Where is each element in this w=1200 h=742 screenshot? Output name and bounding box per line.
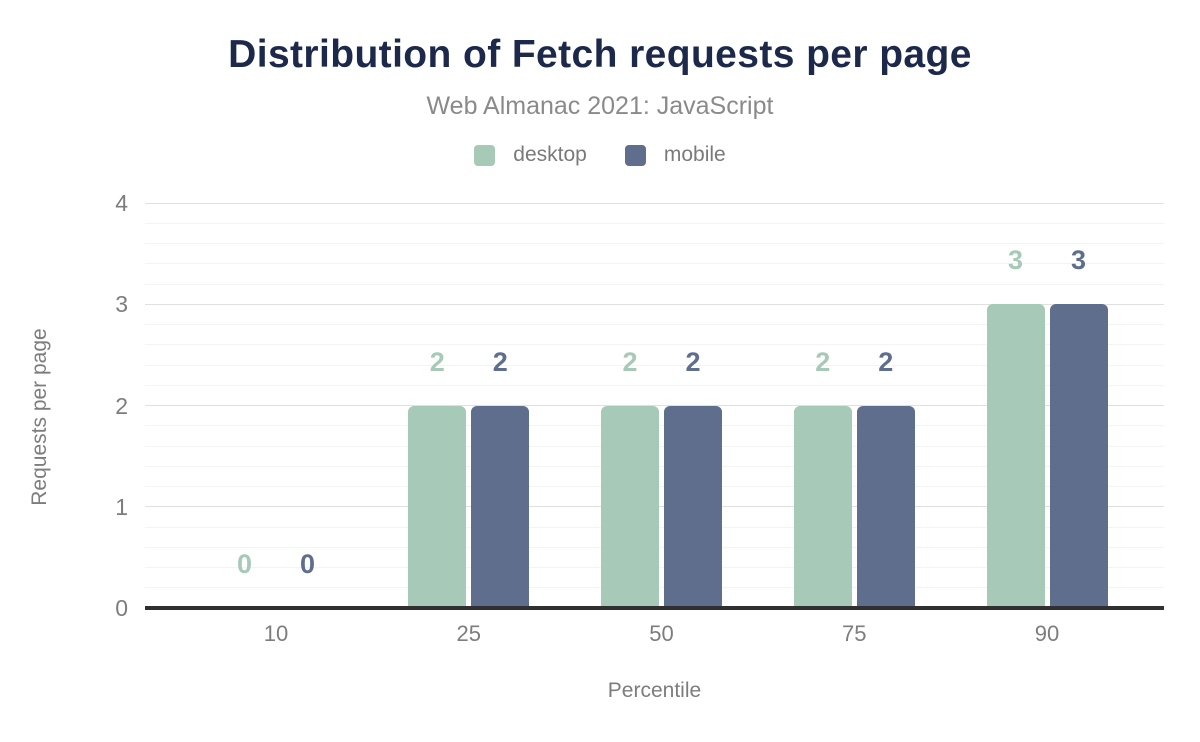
desktop-bar-p90[interactable] (986, 304, 1045, 608)
y-tick-label: 2 (115, 392, 128, 419)
mobile-value-label-p90: 3 (1070, 245, 1087, 276)
x-tick-label: 75 (842, 621, 867, 646)
x-axis-title: Percentile (607, 679, 702, 702)
gridline-minor (145, 263, 1164, 265)
x-tick-label: 10 (263, 621, 289, 646)
gridline-minor (145, 283, 1164, 285)
y-tick-label: 1 (115, 493, 128, 520)
desktop-bar-p25[interactable] (408, 405, 467, 608)
y-axis-title: Requests per page (28, 328, 51, 506)
chart-subtitle: Web Almanac 2021: JavaScript (426, 92, 774, 120)
mobile-bar-p75[interactable] (856, 405, 915, 608)
gridline-minor (145, 364, 1164, 366)
gridline-minor (145, 324, 1164, 325)
x-axis-line (145, 606, 1164, 610)
mobile-bar-p25[interactable] (471, 405, 530, 608)
desktop-bar-p50[interactable] (601, 405, 659, 608)
desktop-value-label-p25: 2 (429, 346, 445, 377)
desktop-value-label-p10: 0 (236, 549, 253, 579)
legend-label-desktop: desktop (513, 143, 587, 166)
legend: desktop mobile (0, 143, 1200, 167)
mobile-value-label-p25: 2 (492, 346, 508, 377)
y-tick-label: 4 (115, 190, 128, 216)
mobile-bar-p50[interactable] (664, 405, 722, 608)
gridline-minor (145, 344, 1164, 346)
gridline-minor (145, 384, 1164, 386)
gridline-minor (145, 243, 1164, 244)
desktop-swatch (474, 144, 496, 166)
gridline-major (145, 202, 1164, 204)
mobile-value-label-p10: 0 (299, 549, 316, 579)
desktop-value-label-p75: 2 (815, 346, 831, 377)
mobile-bar-p90[interactable] (1049, 304, 1108, 608)
mobile-swatch (624, 144, 646, 166)
gridline-major (145, 303, 1164, 305)
desktop-value-label-p90: 3 (1007, 245, 1024, 276)
legend-label-mobile: mobile (663, 143, 726, 166)
y-tick-label: 3 (115, 291, 128, 318)
x-tick-label: 25 (456, 621, 481, 646)
mobile-value-label-p50: 2 (685, 346, 701, 377)
desktop-value-label-p50: 2 (622, 346, 638, 377)
y-tick-label: 0 (115, 595, 128, 621)
x-tick-label: 90 (1034, 621, 1060, 646)
gridline-minor (145, 222, 1164, 224)
plot-area: 0 2 2 2 3 0 2 2 2 3 (145, 202, 1164, 610)
mobile-value-label-p75: 2 (878, 346, 894, 377)
legend-item-mobile[interactable]: mobile (624, 143, 726, 167)
x-tick-label: 50 (649, 621, 674, 646)
chart-title: Distribution of Fetch requests per page (228, 33, 972, 76)
legend-item-desktop[interactable]: desktop (474, 143, 587, 167)
desktop-bar-p75[interactable] (793, 405, 852, 608)
